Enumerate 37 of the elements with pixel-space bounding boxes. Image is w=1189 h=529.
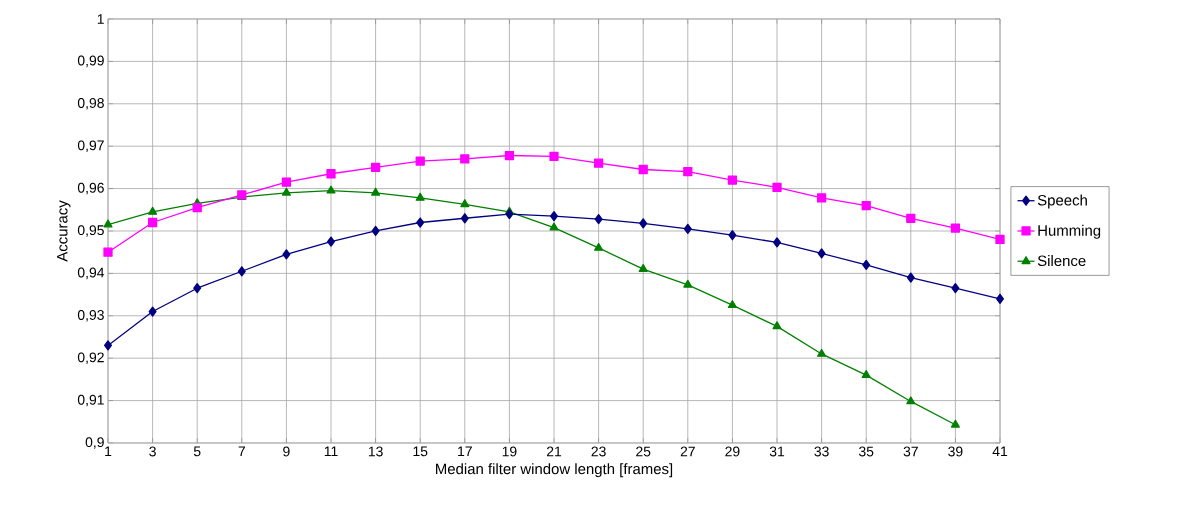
y-tick-label: 0,92 (77, 352, 104, 364)
x-tick-label: 33 (814, 446, 829, 457)
y-tick-label: 0,99 (77, 55, 104, 68)
y-tick-label: 0,9 (85, 437, 104, 449)
x-tick-label: 41 (992, 446, 1008, 457)
x-tick-label: 27 (680, 446, 695, 457)
y-tick-label: 0,96 (77, 182, 104, 195)
x-tick-label: 15 (413, 446, 428, 457)
y-tick-label: 0,97 (77, 140, 104, 152)
y-tick-label: 0,98 (77, 98, 104, 110)
x-axis-title: Median filter window length [frames] (436, 463, 673, 478)
legend-label: Humming (1038, 224, 1101, 239)
x-tick-label: 39 (948, 446, 963, 457)
x-tick-label: 3 (149, 446, 156, 457)
y-tick-label: 0,95 (77, 225, 104, 237)
x-tick-label: 1 (105, 446, 112, 457)
y-tick-label: 0,93 (77, 310, 104, 322)
x-tick-label: 31 (769, 446, 785, 457)
x-tick-label: 23 (591, 446, 606, 457)
x-tick-label: 5 (193, 446, 201, 457)
y-tick-label: 0,91 (77, 394, 104, 407)
y-axis-title: Accuracy (57, 200, 71, 262)
x-tick-label: 17 (458, 446, 472, 457)
y-tick-label: 1 (97, 14, 104, 24)
y-tick-label: 0,94 (77, 267, 105, 280)
x-tick-label: 21 (546, 446, 562, 457)
x-tick-label: 7 (238, 446, 245, 457)
legend-label: Silence (1037, 255, 1086, 267)
x-tick-label: 11 (324, 446, 338, 457)
x-tick-label: 9 (283, 446, 290, 457)
x-tick-label: 35 (858, 446, 874, 457)
x-tick-label: 25 (636, 446, 651, 457)
legend-label: Speech (1037, 194, 1087, 209)
x-tick-label: 29 (725, 446, 740, 457)
x-tick-label: 37 (903, 446, 918, 457)
x-tick-label: 19 (502, 446, 517, 457)
x-tick-label: 13 (368, 446, 383, 457)
